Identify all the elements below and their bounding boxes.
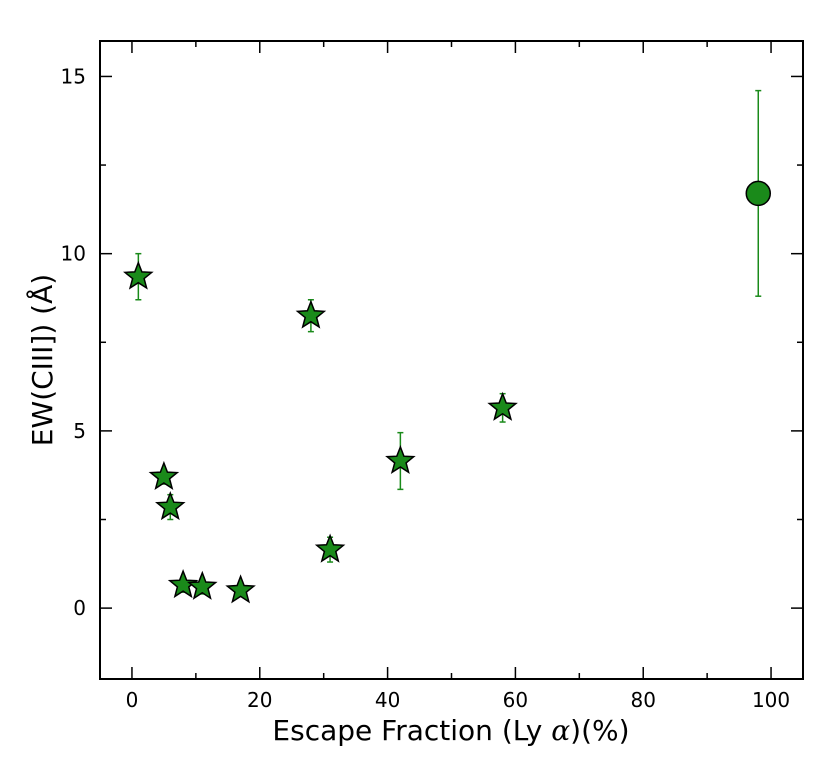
tick-labels: 0 20 40 60 80 100 0 5 10 15 (61, 64, 791, 712)
x-axis-label-prefix: Escape Fraction (Ly (272, 714, 551, 747)
data-marks (123, 89, 772, 604)
circle-marker (745, 180, 772, 207)
star-marker (225, 574, 256, 604)
x-tick-label: 40 (375, 688, 400, 712)
star-marker (186, 570, 218, 600)
x-axis-label-symbol: α (551, 714, 570, 747)
y-tick-label: 15 (61, 64, 86, 88)
y-tick-label: 10 (61, 242, 86, 266)
x-axis-label-suffix: )(%) (570, 714, 629, 747)
star-marker (148, 460, 180, 490)
y-axis-label: EW(CIII]) (Å) (25, 274, 59, 446)
star-marker (295, 299, 327, 329)
star-marker (385, 444, 416, 474)
x-tick-label: 60 (503, 688, 528, 712)
x-axis-label: Escape Fraction (Ly α)(%) (272, 714, 629, 747)
star-marker (123, 260, 154, 290)
star-marker (167, 569, 199, 599)
x-tick-label: 80 (631, 688, 656, 712)
star-marker (487, 391, 518, 421)
x-tick-label: 100 (752, 688, 790, 712)
x-tick-label: 0 (126, 688, 139, 712)
x-tick-label: 20 (247, 688, 272, 712)
star-marker (155, 491, 186, 521)
y-tick-label: 5 (73, 419, 86, 443)
y-tick-label: 0 (73, 596, 86, 620)
star-marker (314, 533, 346, 563)
ticks (100, 41, 803, 679)
